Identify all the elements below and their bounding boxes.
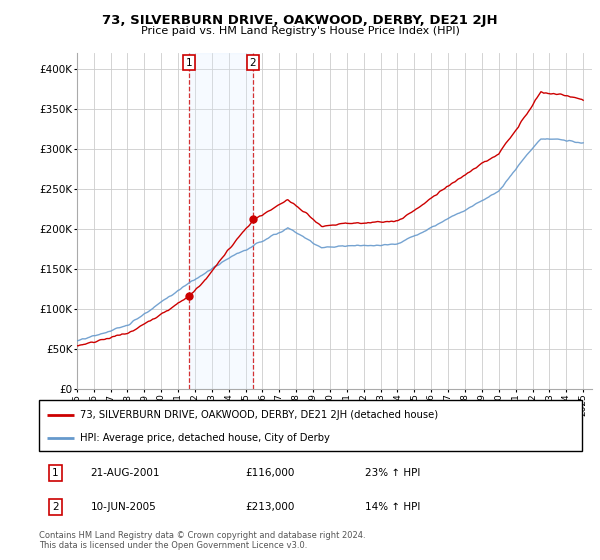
Text: HPI: Average price, detached house, City of Derby: HPI: Average price, detached house, City…	[80, 433, 329, 443]
Text: 2: 2	[250, 58, 256, 68]
Text: 73, SILVERBURN DRIVE, OAKWOOD, DERBY, DE21 2JH: 73, SILVERBURN DRIVE, OAKWOOD, DERBY, DE…	[102, 14, 498, 27]
Text: 1: 1	[185, 58, 192, 68]
Text: Price paid vs. HM Land Registry's House Price Index (HPI): Price paid vs. HM Land Registry's House …	[140, 26, 460, 36]
Text: 14% ↑ HPI: 14% ↑ HPI	[365, 502, 420, 512]
Text: Contains HM Land Registry data © Crown copyright and database right 2024.
This d: Contains HM Land Registry data © Crown c…	[39, 531, 365, 550]
Bar	[189, 53, 253, 389]
Text: 10-JUN-2005: 10-JUN-2005	[91, 502, 157, 512]
Text: 21-AUG-2001: 21-AUG-2001	[91, 468, 160, 478]
Text: 1: 1	[52, 468, 59, 478]
Text: £213,000: £213,000	[245, 502, 295, 512]
Text: 2: 2	[52, 502, 59, 512]
Text: £116,000: £116,000	[245, 468, 295, 478]
Text: 73, SILVERBURN DRIVE, OAKWOOD, DERBY, DE21 2JH (detached house): 73, SILVERBURN DRIVE, OAKWOOD, DERBY, DE…	[80, 409, 438, 419]
Text: 23% ↑ HPI: 23% ↑ HPI	[365, 468, 420, 478]
